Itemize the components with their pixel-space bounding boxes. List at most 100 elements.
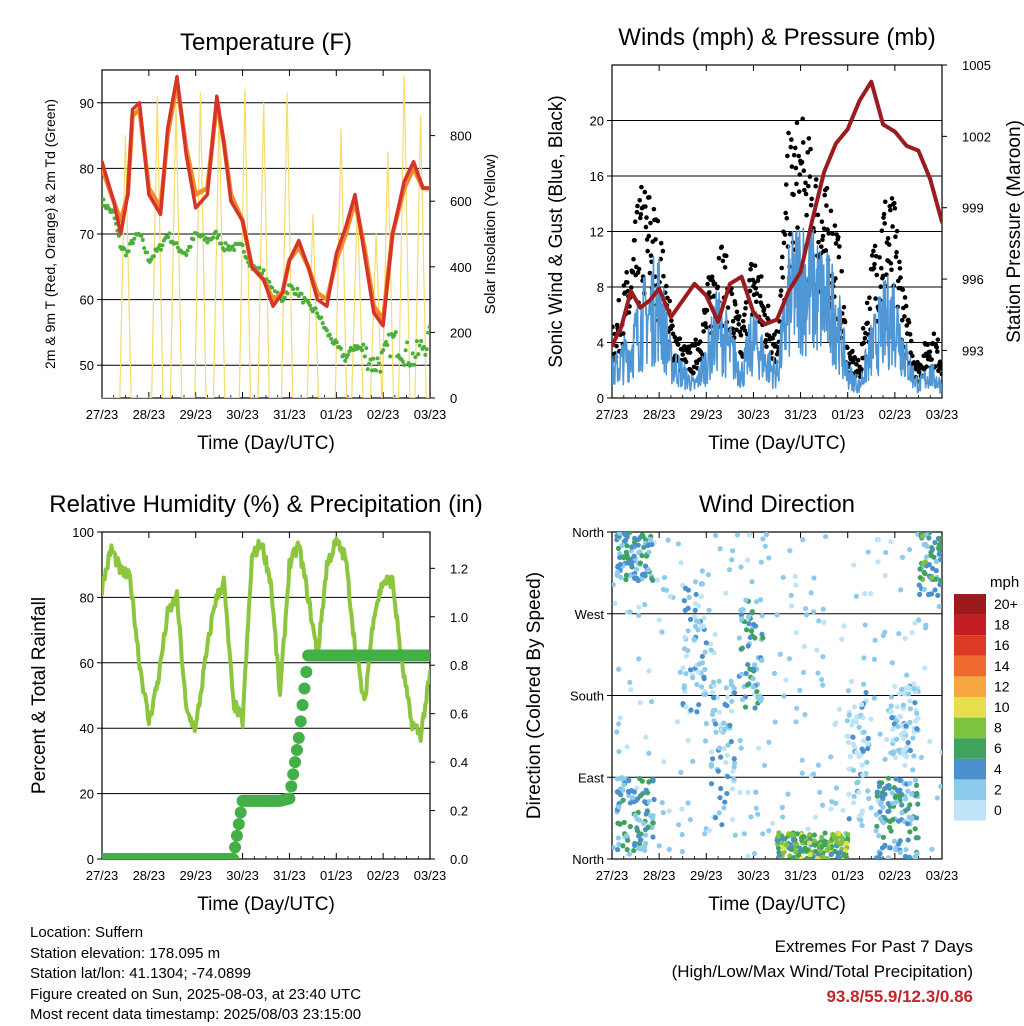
wind-direction-point [896, 841, 902, 847]
wind-direction-point [744, 557, 751, 563]
wind-direction-point [885, 775, 892, 781]
wind-direction-point [623, 833, 630, 839]
gust-point [852, 355, 857, 360]
wind-direction-point [650, 813, 656, 819]
wind-direction-point [882, 629, 888, 635]
dewpoint-point [413, 355, 418, 360]
wind-direction-point [811, 771, 817, 777]
wind-direction-point [907, 747, 913, 754]
gust-point [637, 215, 643, 221]
wind-direction-point [744, 682, 751, 688]
wind-direction-point [614, 729, 620, 735]
wind-direction-point [886, 808, 892, 814]
dewpoint-point [427, 324, 430, 329]
winds-y2-tick-label: 996 [962, 272, 984, 287]
gust-point [807, 174, 813, 179]
gust-point [736, 314, 742, 319]
wind-direction-point [624, 533, 630, 539]
wind-direction-point [741, 831, 747, 837]
wind-direction-point [763, 532, 770, 538]
wind-direction-point [900, 702, 907, 708]
winds-chart: 27/23 28/23 29/23 30/23 31/23 01/23 02/23 03/23… [546, 24, 1024, 454]
gust-point [757, 293, 763, 299]
gust-point [860, 326, 866, 331]
dewpoint-point [381, 348, 386, 353]
wind-direction-point [631, 847, 637, 854]
wind-direction-point [624, 846, 630, 853]
wind-direction-point [780, 814, 786, 820]
wind-direction-point [907, 780, 913, 786]
wind-direction-point [853, 719, 859, 725]
gust-point [779, 254, 785, 260]
gust-point [894, 250, 899, 255]
wind-direction-point [913, 835, 919, 841]
gust-point [813, 183, 818, 189]
wind-direction-point [752, 705, 758, 711]
dewpoint-point [261, 268, 266, 273]
wind-direction-point [682, 634, 688, 640]
wind-direction-point [788, 846, 794, 852]
gust-point [835, 234, 841, 240]
dewpoint-point [299, 291, 304, 296]
wind-direction-point [766, 828, 772, 834]
wind-direction-point [887, 845, 893, 851]
wind-direction-point [722, 799, 728, 805]
wind-direction-point [710, 689, 716, 695]
dewpoint-point [105, 203, 110, 208]
precipitation-point [298, 682, 311, 695]
direction-chart: 27/23 28/23 29/23 30/23 31/23 01/23 02/23 03/23… [524, 491, 958, 915]
gust-point [888, 207, 893, 213]
gust-point [716, 255, 722, 261]
relative-humidity-line [102, 536, 430, 743]
legend-swatch [954, 779, 986, 800]
wind-direction-point [903, 847, 909, 853]
gust-point [704, 324, 709, 330]
wind-direction-point [905, 684, 911, 690]
wind-direction-point [753, 623, 759, 629]
wind-direction-point [914, 851, 920, 857]
wind-direction-point [748, 628, 755, 634]
wind-direction-point [739, 671, 745, 677]
wind-direction-point [936, 546, 942, 552]
wind-direction-point [933, 568, 939, 574]
wind-direction-point [730, 817, 736, 823]
wind-direction-point [814, 647, 820, 653]
gust-point [661, 274, 666, 279]
wind-direction-point [698, 623, 704, 629]
winds-x-axis-label: Time (Day/UTC) [708, 433, 846, 454]
wind-direction-point [902, 635, 908, 642]
wind-direction-point [634, 828, 641, 834]
dewpoint-point [188, 244, 193, 249]
wind-direction-point [616, 748, 622, 755]
wind-direction-point [891, 838, 898, 844]
direction-x-tick-label: 02/23 [879, 868, 912, 883]
gust-point [763, 337, 769, 343]
dewpoint-point [346, 352, 350, 357]
gust-point [806, 136, 812, 141]
wind-direction-point [729, 548, 736, 554]
wind-direction-point [812, 842, 818, 848]
wind-direction-point [674, 719, 681, 725]
wind-direction-point [706, 607, 712, 613]
wind-direction-point [731, 760, 738, 766]
gust-point [637, 197, 643, 203]
gust-point [765, 303, 771, 309]
dewpoint-point [396, 353, 401, 358]
wind-direction-point [681, 598, 687, 604]
winds-y-tick-label: 12 [590, 225, 604, 240]
gust-point [743, 305, 748, 311]
wind-direction-point [847, 753, 853, 760]
wind-direction-point [616, 532, 623, 536]
wind-direction-point [873, 812, 880, 818]
wind-direction-point [627, 679, 633, 685]
gust-point [824, 185, 830, 191]
gust-point [643, 204, 648, 209]
wind-direction-point [615, 790, 622, 796]
wind-direction-point [889, 790, 895, 796]
temperature-x-tick-label: 29/23 [179, 407, 212, 422]
wind-direction-point [886, 785, 892, 791]
wind-direction-point [709, 756, 716, 762]
temperature-x-tick-label: 28/23 [133, 407, 166, 422]
wind-direction-point [812, 814, 819, 820]
gust-point [820, 233, 826, 239]
